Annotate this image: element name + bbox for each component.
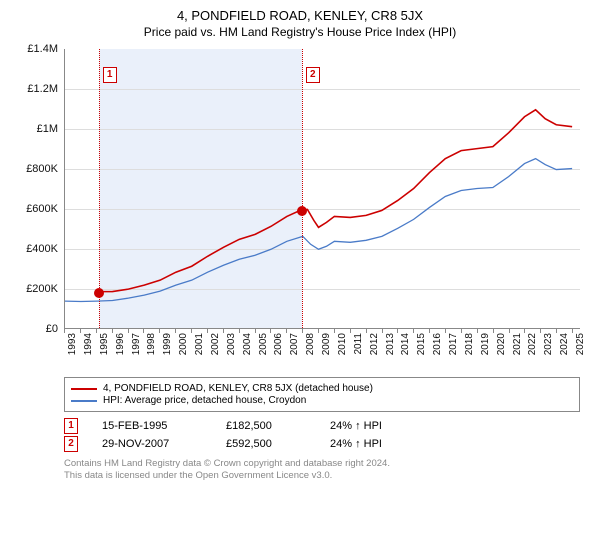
attribution: Contains HM Land Registry data © Crown c… <box>64 458 580 483</box>
sale-number-box: 2 <box>64 436 78 452</box>
legend-item: HPI: Average price, detached house, Croy… <box>71 395 573 406</box>
x-axis-label: 2014 <box>400 333 411 355</box>
legend: 4, PONDFIELD ROAD, KENLEY, CR8 5JX (deta… <box>64 377 580 412</box>
series-line <box>65 159 572 302</box>
sale-row: 1 15-FEB-1995 £182,500 24% ↑ HPI <box>64 418 590 434</box>
x-axis-label: 2021 <box>512 333 523 355</box>
x-axis-label: 2002 <box>210 333 221 355</box>
chart: 12 1993199419951996199719981999200020012… <box>10 45 590 375</box>
y-axis-label: £0 <box>46 323 58 335</box>
sale-marker-box: 2 <box>306 67 320 83</box>
series-line <box>99 110 572 292</box>
sale-delta: 24% ↑ HPI <box>330 438 382 450</box>
sale-marker-box: 1 <box>103 67 117 83</box>
x-axis-label: 1996 <box>115 333 126 355</box>
sale-dot <box>94 288 104 298</box>
x-axis-label: 2007 <box>289 333 300 355</box>
sale-number-box: 1 <box>64 418 78 434</box>
x-axis-label: 2023 <box>543 333 554 355</box>
x-axis-label: 2011 <box>353 333 364 355</box>
attribution-line: Contains HM Land Registry data © Crown c… <box>64 458 580 470</box>
x-axis-label: 2013 <box>385 333 396 355</box>
legend-swatch <box>71 388 97 390</box>
x-axis-label: 2006 <box>273 333 284 355</box>
page-title: 4, PONDFIELD ROAD, KENLEY, CR8 5JX <box>10 8 590 23</box>
x-axis-label: 2022 <box>527 333 538 355</box>
x-axis-label: 2019 <box>480 333 491 355</box>
sale-price: £592,500 <box>226 438 306 450</box>
x-axis-label: 2000 <box>178 333 189 355</box>
attribution-line: This data is licensed under the Open Gov… <box>64 470 580 482</box>
x-axis-label: 2004 <box>242 333 253 355</box>
x-axis-label: 1993 <box>67 333 78 355</box>
x-axis-label: 2008 <box>305 333 316 355</box>
sale-date: 29-NOV-2007 <box>102 438 202 450</box>
x-axis-label: 2001 <box>194 333 205 355</box>
sale-price: £182,500 <box>226 420 306 432</box>
x-axis-label: 1998 <box>146 333 157 355</box>
x-axis-label: 2017 <box>448 333 459 355</box>
x-axis-label: 2018 <box>464 333 475 355</box>
x-axis-label: 1995 <box>99 333 110 355</box>
x-axis-ticks: 1993 1994 1995 1996 1997 1998 1999 2000 2001 2002… <box>64 333 580 373</box>
sale-row: 2 29-NOV-2007 £592,500 24% ↑ HPI <box>64 436 590 452</box>
sale-vline <box>99 49 100 328</box>
y-axis-label: £1.2M <box>27 83 58 95</box>
sale-delta: 24% ↑ HPI <box>330 420 382 432</box>
legend-label: HPI: Average price, detached house, Croy… <box>103 395 306 406</box>
x-axis-label: 2009 <box>321 333 332 355</box>
sales-table: 1 15-FEB-1995 £182,500 24% ↑ HPI 2 29-NOV-200… <box>10 418 590 452</box>
x-axis-label: 2020 <box>496 333 507 355</box>
x-axis-label: 1994 <box>83 333 94 355</box>
plot-area: 12 <box>64 49 580 329</box>
chart-svg <box>65 49 580 328</box>
y-axis-label: £200K <box>26 283 58 295</box>
x-axis-label: 2010 <box>337 333 348 355</box>
x-axis-label: 2003 <box>226 333 237 355</box>
y-axis-label: £1.4M <box>27 43 58 55</box>
x-axis-label: 1997 <box>131 333 142 355</box>
y-axis-label: £600K <box>26 203 58 215</box>
y-axis-label: £400K <box>26 243 58 255</box>
x-axis-label: 2025 <box>575 333 586 355</box>
sale-vline <box>302 49 303 328</box>
legend-label: 4, PONDFIELD ROAD, KENLEY, CR8 5JX (deta… <box>103 383 373 394</box>
x-axis-label: 2015 <box>416 333 427 355</box>
x-axis-label: 1999 <box>162 333 173 355</box>
y-axis-label: £800K <box>26 163 58 175</box>
legend-swatch <box>71 400 97 402</box>
page-subtitle: Price paid vs. HM Land Registry's House … <box>10 25 590 39</box>
x-axis-label: 2005 <box>258 333 269 355</box>
y-axis-label: £1M <box>37 123 58 135</box>
x-axis-label: 2016 <box>432 333 443 355</box>
legend-item: 4, PONDFIELD ROAD, KENLEY, CR8 5JX (deta… <box>71 383 573 394</box>
x-axis-label: 2012 <box>369 333 380 355</box>
x-axis-label: 2024 <box>559 333 570 355</box>
sale-date: 15-FEB-1995 <box>102 420 202 432</box>
sale-dot <box>297 206 307 216</box>
